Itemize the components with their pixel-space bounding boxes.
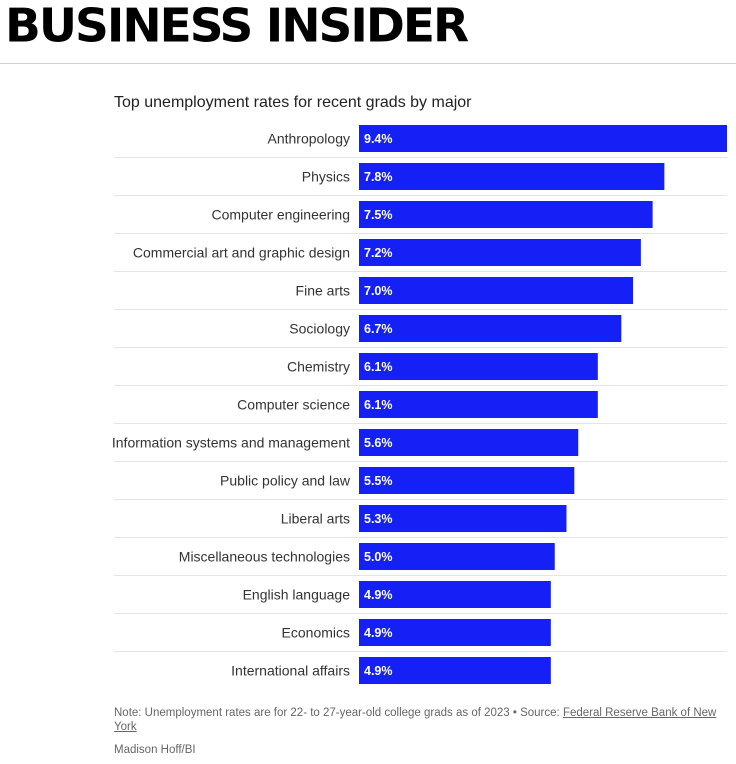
bar-value-label-12: 4.9%	[364, 588, 393, 602]
bar-value-label-5: 6.7%	[364, 322, 393, 336]
category-label-8: Information systems and management	[112, 435, 350, 451]
bar-12	[359, 581, 551, 608]
bar-value-label-2: 7.5%	[364, 208, 393, 222]
bar-14	[359, 657, 551, 684]
bar-7	[359, 391, 598, 418]
bar-4	[359, 277, 634, 304]
chart-title: Top unemployment rates for recent grads …	[114, 94, 472, 111]
category-label-9: Public policy and law	[220, 473, 351, 489]
category-label-3: Commercial art and graphic design	[133, 245, 350, 261]
category-label-10: Liberal arts	[281, 511, 350, 527]
source-link[interactable]: Federal Reserve Bank of New York	[114, 707, 717, 733]
bar-value-label-4: 7.0%	[364, 284, 393, 298]
bar-value-label-6: 6.1%	[364, 360, 393, 374]
bar-6	[359, 353, 598, 380]
bar-3	[359, 239, 641, 266]
bar-5	[359, 315, 622, 342]
note-text: Note: Unemployment rates are for 22- to …	[114, 707, 563, 719]
business-insider-logo[interactable]: BUSINESS INSIDER	[5, 0, 469, 54]
bar-value-label-8: 5.6%	[364, 436, 393, 450]
bar-chart: 9.4% Anthropology 7.8% Physics 7.5% Computer …	[112, 125, 727, 684]
category-label-6: Chemistry	[287, 359, 350, 375]
bar-value-label-13: 4.9%	[364, 626, 393, 640]
category-label-14: International affairs	[231, 663, 350, 679]
category-label-0: Anthropology	[267, 131, 350, 147]
bar-13	[359, 619, 551, 646]
bar-11	[359, 543, 555, 570]
category-label-4: Fine arts	[296, 283, 350, 299]
chart-note: Note: Unemployment rates are for 22- to …	[114, 706, 726, 734]
header-divider	[0, 63, 736, 64]
category-label-2: Computer engineering	[211, 207, 350, 223]
bar-value-label-14: 4.9%	[364, 664, 393, 678]
bar-value-label-11: 5.0%	[364, 550, 393, 564]
category-label-7: Computer science	[237, 397, 350, 413]
bar-2	[359, 201, 653, 228]
bar-value-label-9: 5.5%	[364, 474, 393, 488]
bar-10	[359, 505, 567, 532]
bar-value-label-3: 7.2%	[364, 246, 393, 260]
bar-9	[359, 467, 575, 494]
bar-value-label-10: 5.3%	[364, 512, 393, 526]
bar-value-label-0: 9.4%	[364, 132, 393, 146]
bar-value-label-1: 7.8%	[364, 170, 393, 184]
category-label-11: Miscellaneous technologies	[179, 549, 350, 565]
category-label-12: English language	[243, 587, 351, 603]
category-label-1: Physics	[302, 169, 350, 185]
bar-value-label-7: 6.1%	[364, 398, 393, 412]
chart-credit: Madison Hoff/BI	[114, 744, 196, 756]
bar-8	[359, 429, 579, 456]
category-label-5: Sociology	[289, 321, 350, 337]
bar-1	[359, 163, 665, 190]
category-label-13: Economics	[282, 625, 350, 641]
bar-0	[359, 125, 727, 152]
